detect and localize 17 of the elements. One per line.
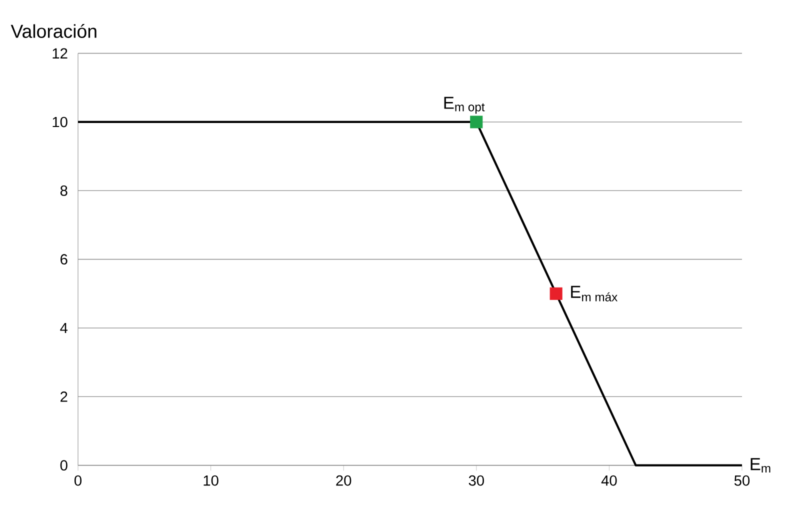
x-tick-label: 30 — [468, 475, 484, 486]
x-tick-label: 10 — [204, 475, 218, 486]
annotation: $\text{E}_{\text{m opt}}$ — [444, 96, 485, 114]
y-tick-label: 2 — [60, 392, 68, 402]
x-tick-label: 40 — [601, 475, 617, 486]
x-tick-label: 20 — [336, 475, 352, 486]
x-axis-title: E$_{m}$ — [750, 458, 770, 472]
x-tick-label: 50 — [734, 475, 750, 486]
y-tick-label: 4 — [60, 322, 68, 334]
annotation: $\text{E}_{\text{m máx}}$ — [571, 286, 618, 302]
y-tick-label: 0 — [60, 460, 68, 471]
y-tick-label: 12 — [52, 48, 68, 58]
y-tick-label: 8 — [60, 185, 68, 196]
x-tick-label: 0 — [74, 475, 82, 486]
y-tick-label: 6 — [60, 254, 68, 265]
y-tick-label: 10 — [52, 116, 68, 128]
y-axis-title: Valoración — [10, 24, 96, 38]
